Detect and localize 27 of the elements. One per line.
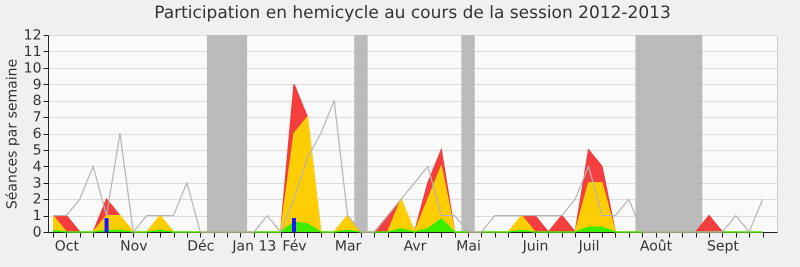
y-tick-label: 10 <box>24 60 42 76</box>
y-tick-label: 12 <box>24 28 42 44</box>
x-tick-label: Nov <box>120 238 148 254</box>
y-tick-label: 8 <box>32 93 42 110</box>
y-tick-label: 1 <box>32 208 42 224</box>
y-tick-label: 3 <box>32 175 42 192</box>
y-tick-label: 11 <box>24 44 42 60</box>
chart-title: Participation en hemicycle au cours de la session 2012-2013 <box>154 3 671 23</box>
x-tick-label: Août <box>640 238 673 254</box>
x-tick-label: Mai <box>456 238 481 254</box>
x-tick-label: Mar <box>334 238 362 254</box>
y-tick-label: 4 <box>32 158 42 175</box>
y-tick-label: 7 <box>32 110 42 126</box>
y-tick-label: 0 <box>32 224 42 240</box>
x-tick-label: Juin <box>522 238 548 254</box>
x-tick-label: Juil <box>578 238 600 254</box>
y-tick-label: 6 <box>32 126 42 142</box>
y-tick-label: 5 <box>32 142 42 158</box>
y-tick-label: 9 <box>32 76 42 93</box>
x-tick-label: Déc <box>187 238 214 254</box>
x-tick-label: Jan 13 <box>231 238 276 254</box>
x-tick-label: Oct <box>54 238 80 254</box>
x-tick-label: Fév <box>282 238 307 254</box>
y-tick-label: 2 <box>32 192 42 208</box>
x-tick-label: Sept <box>707 238 740 254</box>
x-tick-label: Avr <box>404 238 427 254</box>
y-axis-title: Séances par semaine <box>4 58 21 210</box>
